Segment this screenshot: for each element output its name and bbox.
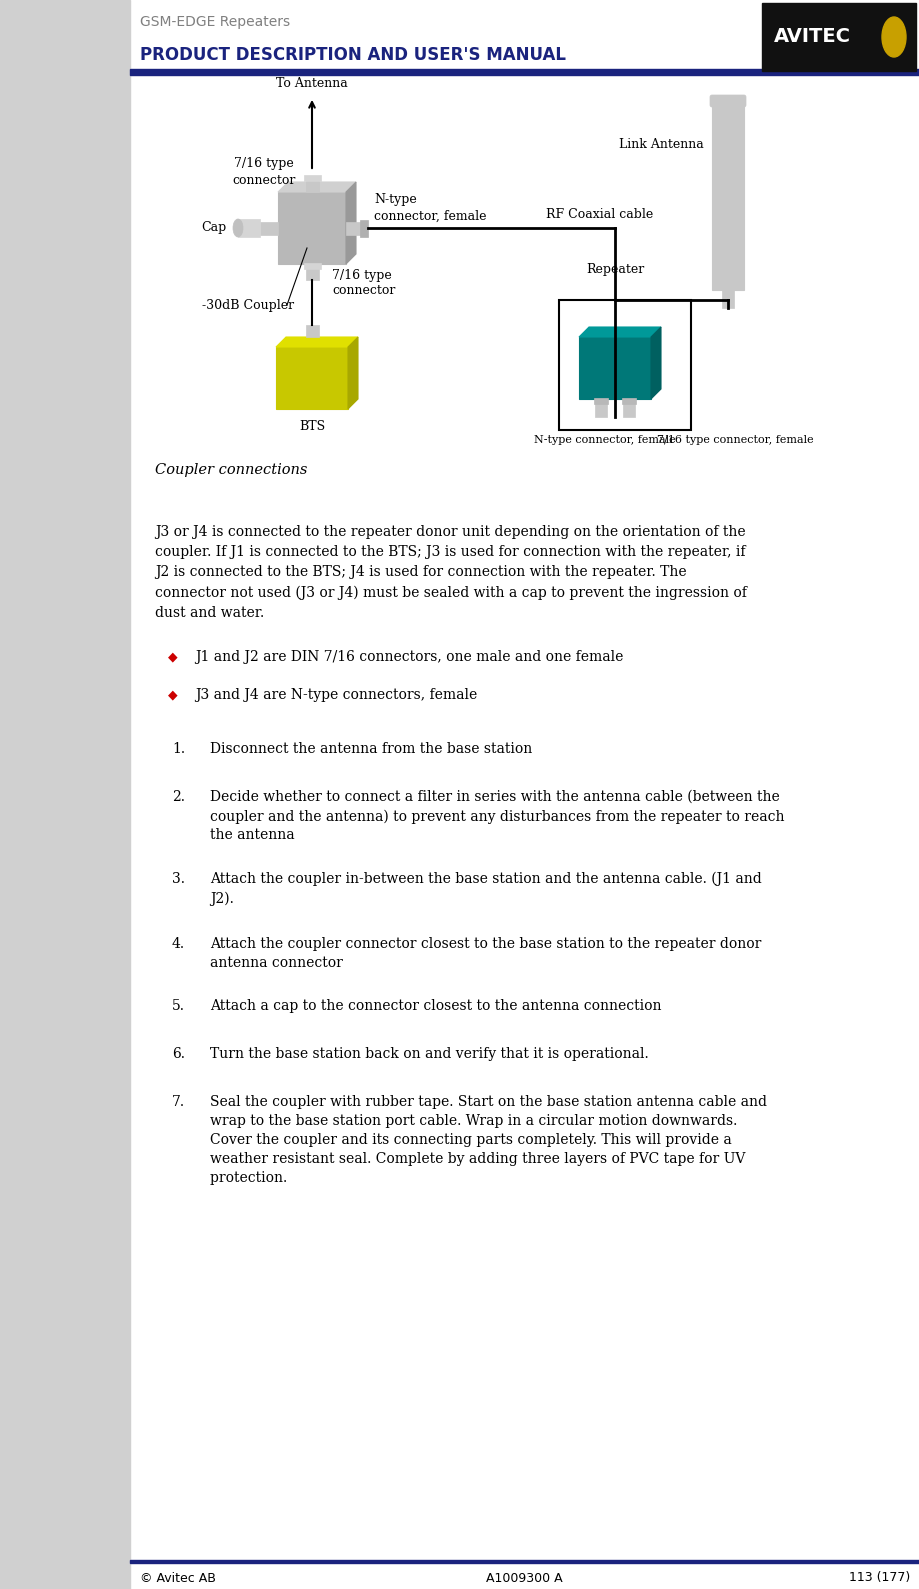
Bar (712, 97, 744, 291)
Polygon shape (346, 183, 356, 264)
Text: © Avitec AB: © Avitec AB (140, 1572, 216, 1584)
Text: 6.: 6. (172, 1047, 185, 1061)
Polygon shape (579, 327, 661, 337)
Ellipse shape (233, 219, 243, 237)
Bar (579, 337, 651, 399)
Text: J3 and J4 are N-type connectors, female: J3 and J4 are N-type connectors, female (195, 688, 477, 702)
Text: 113 (177): 113 (177) (849, 1572, 910, 1584)
Bar (305, 176, 319, 192)
Text: 5.: 5. (172, 999, 185, 1014)
Text: Disconnect the antenna from the base station: Disconnect the antenna from the base sta… (210, 742, 532, 756)
Text: 3.: 3. (172, 872, 185, 887)
Text: AVITEC: AVITEC (774, 27, 851, 46)
Text: -30dB Coupler: -30dB Coupler (202, 299, 294, 311)
Bar (762, 3, 916, 72)
Text: Attach the coupler connector closest to the base station to the repeater donor
a: Attach the coupler connector closest to … (210, 938, 761, 969)
Bar (303, 175, 321, 181)
Text: Seal the coupler with rubber tape. Start on the base station antenna cable and
w: Seal the coupler with rubber tape. Start… (210, 1095, 767, 1185)
Text: Coupler connections: Coupler connections (155, 462, 307, 477)
Bar (278, 192, 346, 264)
Polygon shape (348, 337, 358, 408)
Bar (346, 221, 364, 235)
Ellipse shape (882, 17, 906, 57)
Polygon shape (651, 327, 661, 399)
Bar (595, 399, 607, 416)
Bar (276, 346, 348, 408)
Bar (305, 326, 319, 337)
Text: Attach the coupler in-between the base station and the antenna cable. (J1 and
J2: Attach the coupler in-between the base s… (210, 872, 762, 906)
Text: Repeater: Repeater (586, 264, 644, 276)
Text: J1 and J2 are DIN 7/16 connectors, one male and one female: J1 and J2 are DIN 7/16 connectors, one m… (195, 650, 623, 664)
Bar (0, 0, 130, 1589)
Text: BTS: BTS (299, 419, 325, 432)
Text: ◆: ◆ (168, 650, 177, 663)
Text: N-type
connector, female: N-type connector, female (374, 194, 486, 222)
Bar (130, 68, 919, 75)
Text: Attach a cap to the connector closest to the antenna connection: Attach a cap to the connector closest to… (210, 999, 662, 1014)
Text: 7/16 type connector, female: 7/16 type connector, female (657, 435, 813, 445)
Bar (559, 300, 691, 431)
Bar (594, 397, 608, 404)
Text: ◆: ◆ (168, 688, 177, 701)
Bar (130, 1560, 919, 1564)
Bar (623, 399, 635, 416)
Bar (303, 264, 321, 269)
Text: Decide whether to connect a filter in series with the antenna cable (between the: Decide whether to connect a filter in se… (210, 790, 785, 842)
Text: 7/16 type
connector: 7/16 type connector (332, 269, 395, 297)
Text: 2.: 2. (172, 790, 185, 804)
Bar (238, 219, 260, 237)
Text: PRODUCT DESCRIPTION AND USER'S MANUAL: PRODUCT DESCRIPTION AND USER'S MANUAL (140, 46, 566, 64)
Bar (360, 219, 368, 237)
Text: A1009300 A: A1009300 A (485, 1572, 562, 1584)
Text: GSM-EDGE Repeaters: GSM-EDGE Repeaters (140, 14, 290, 29)
Text: RF Coaxial cable: RF Coaxial cable (547, 208, 653, 221)
Text: Turn the base station back on and verify that it is operational.: Turn the base station back on and verify… (210, 1047, 649, 1061)
Text: 1.: 1. (172, 742, 185, 756)
Text: To Antenna: To Antenna (276, 76, 348, 91)
Text: Cap: Cap (200, 221, 226, 235)
Text: 7/16 type
connector: 7/16 type connector (233, 157, 296, 186)
Text: 4.: 4. (172, 938, 185, 950)
Polygon shape (276, 337, 358, 346)
Bar (622, 397, 636, 404)
FancyBboxPatch shape (710, 95, 746, 106)
Bar (305, 264, 319, 280)
Bar (260, 221, 278, 235)
Polygon shape (278, 183, 356, 192)
Text: 7.: 7. (172, 1095, 185, 1109)
Bar (722, 291, 734, 308)
Text: N-type connector, female: N-type connector, female (534, 435, 675, 445)
Text: Link Antenna: Link Antenna (619, 138, 704, 151)
Text: J3 or J4 is connected to the repeater donor unit depending on the orientation of: J3 or J4 is connected to the repeater do… (155, 524, 747, 620)
